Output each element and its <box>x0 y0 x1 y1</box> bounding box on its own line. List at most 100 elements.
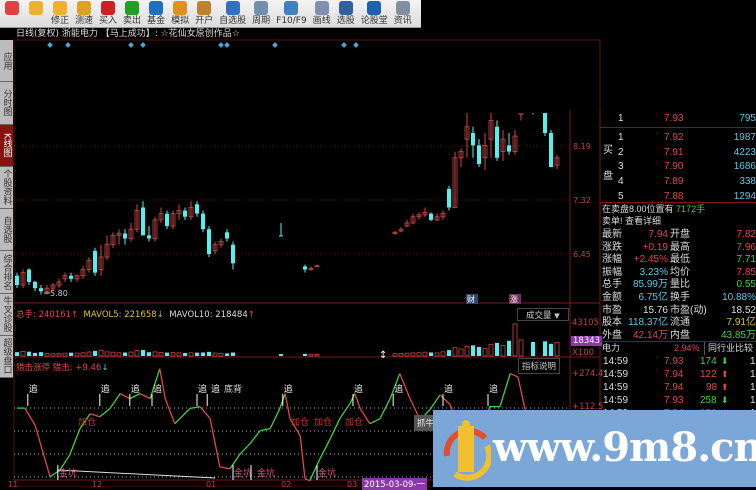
diamond-marker-icon <box>224 42 230 48</box>
stat-label: 金额 <box>602 292 622 303</box>
toolbar-label: F10/F9 <box>276 16 307 26</box>
candle-body <box>116 233 122 236</box>
arrow-up-icon: ⬆ <box>721 382 729 392</box>
indicator-line-segment <box>129 393 141 400</box>
candle-body <box>104 244 110 258</box>
volume-bar <box>477 347 481 356</box>
volume-bar <box>507 340 511 356</box>
volume-bar <box>440 351 446 357</box>
candle-body <box>482 144 488 159</box>
toolbar-button-select-stock[interactable]: 选股 <box>334 0 358 27</box>
buy-row: 3 7.90 1686 <box>600 160 756 173</box>
toolbar-button-search[interactable]: 模拟 <box>168 0 192 27</box>
candle-body <box>458 151 464 159</box>
toolbar-button-fund[interactable]: 基金 <box>144 0 168 27</box>
volume-bar <box>231 352 235 356</box>
notice-volume: 7172手 <box>676 204 706 214</box>
volume-bar <box>62 352 68 357</box>
sell-wall-notice[interactable]: 在卖盘8.00位置有 7172手 <box>600 203 756 215</box>
forum-icon <box>367 1 382 15</box>
indicator-line-segment <box>149 368 161 399</box>
sidebar-tab-1[interactable]: 分时图 <box>0 82 13 125</box>
sidebar-tab-2[interactable]: K线图 <box>0 124 13 167</box>
volume-bar <box>152 351 158 357</box>
toolbar-button-back-arrow[interactable] <box>24 0 48 27</box>
toolbar-label: 周期 <box>252 16 271 26</box>
diamond-marker-icon <box>47 42 53 48</box>
toolbar-button-forum[interactable]: 论股堂 <box>358 0 391 27</box>
tick-price: 7.94 <box>664 369 684 380</box>
toolbar-button-news[interactable]: 资讯 <box>391 0 415 27</box>
x-axis-label: 12 <box>92 480 102 487</box>
sidebar-tab-3[interactable]: 个股资料 <box>0 166 13 209</box>
toolbar-button-clock[interactable]: 周期 <box>249 0 273 27</box>
indicator-line-segment <box>159 368 166 399</box>
toolbar-button-pen[interactable]: 画线 <box>310 0 334 27</box>
stat-row: 金额 6.75亿 换手 10.88% <box>600 291 756 304</box>
indicator-line-segment <box>239 443 251 455</box>
price-tick-label: 8.19 <box>573 142 591 151</box>
volume-bar <box>531 341 535 356</box>
stat-row: 最新 7.94 开盘 7.82 <box>600 228 756 241</box>
stat-value: 43.85万 <box>720 329 756 341</box>
sidebar-tab-6[interactable]: 牛叉诊股 <box>0 293 13 336</box>
volume-bar <box>416 352 422 357</box>
toolbar-button-sell[interactable]: 卖出 <box>120 0 144 27</box>
tick-extra: 1 <box>750 369 756 380</box>
indicator-line-segment <box>119 393 131 400</box>
sidebar-tab-0[interactable]: 应用 <box>0 40 13 83</box>
candle-body <box>170 213 176 227</box>
toolbar-button-star[interactable]: 自选股 <box>216 0 249 27</box>
stat-value: 7.85 <box>736 266 756 278</box>
volume-bar <box>141 349 145 356</box>
clock-icon <box>254 1 269 15</box>
indicator-value: +9.46 <box>75 363 102 373</box>
sector-compare-button[interactable]: 同行业比较 <box>704 342 753 355</box>
indicator-tick-mid: +112.5 <box>572 402 604 412</box>
toolbar-button-color-blocks[interactable] <box>0 0 24 27</box>
indicator-line-segment <box>34 424 46 461</box>
volume-bar <box>434 352 440 357</box>
toolbar-button-speed[interactable]: 测速 <box>72 0 96 27</box>
indicator-line-segment <box>259 427 271 432</box>
toolbar-button-buy[interactable]: 买入 <box>96 0 120 27</box>
indicator-help-button[interactable]: 指标说明 <box>518 358 561 374</box>
toolbar-button-lock[interactable]: 开户 <box>192 0 216 27</box>
sidebar-tab-7[interactable]: 超级盘口 <box>0 335 13 378</box>
toolbar-button-up-down[interactable]: 修正 <box>48 0 72 27</box>
total-volume: 总手: 240161 <box>16 310 72 320</box>
buy-row: 5 7.88 1294 <box>600 190 756 203</box>
toolbar-button-f10[interactable]: F10/F9 <box>273 0 310 27</box>
candle-body <box>201 213 205 230</box>
candle-body <box>212 244 218 252</box>
candle-body <box>176 210 182 215</box>
signal-label-chase: 追 <box>29 383 38 395</box>
volume-bar <box>392 353 398 357</box>
fund-icon <box>149 1 164 15</box>
tick-row: 14:59 7.93 174 ⬇ 1 <box>600 355 756 368</box>
sector-name: 电力 <box>602 343 621 353</box>
buy-price: 7.90 <box>664 161 684 173</box>
tick-time: 14:59 <box>603 382 629 393</box>
volume-bar <box>110 351 116 357</box>
volume-bar <box>50 353 56 357</box>
indicator-line-segment <box>299 435 306 479</box>
indicator-header: 猎击涨停 猎击: +9.46↓ <box>16 361 108 373</box>
speed-icon <box>77 1 92 15</box>
candle-body <box>207 229 211 255</box>
indicator-line-segment <box>199 406 211 420</box>
sidebar-tab-5[interactable]: 综合排名 <box>0 251 13 294</box>
buy-volume: 1987 <box>733 132 756 143</box>
indicator-line-segment <box>354 393 361 409</box>
indicator-line-segment <box>90 413 100 418</box>
catch-bull-button[interactable]: 抓牛 <box>414 415 438 431</box>
x-axis-label: 11 <box>8 480 18 487</box>
candle-body <box>308 267 314 270</box>
indicator-selector[interactable]: 成交量 ▼ <box>517 308 569 321</box>
sidebar-tab-4[interactable]: 自选股 <box>0 209 13 252</box>
buy-row: 1 7.92 1987 <box>600 131 756 144</box>
volume-bar <box>33 352 37 356</box>
candle-body <box>80 269 86 277</box>
sell-wall-notice-link[interactable]: 卖单! 查看详细 <box>600 215 756 227</box>
